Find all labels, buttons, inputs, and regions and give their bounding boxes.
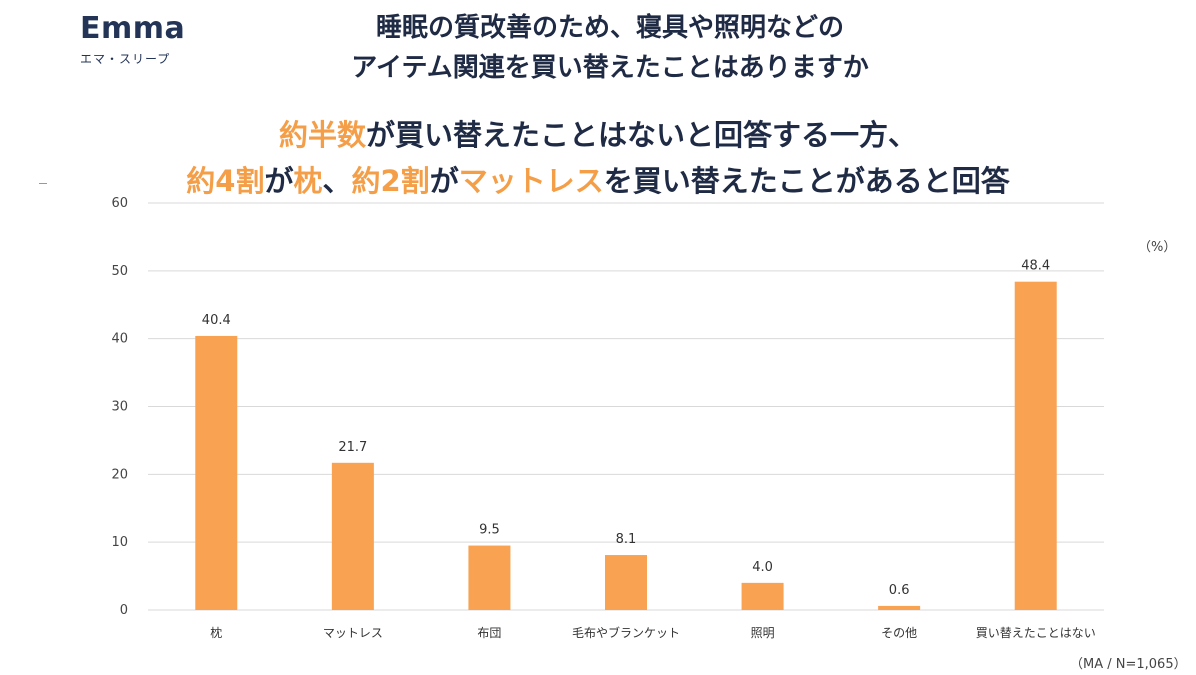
x-tick-label: 枕 (210, 625, 222, 640)
subtitle-highlight: 約半数 (278, 118, 366, 152)
y-tick-label: 20 (111, 467, 128, 482)
bar (468, 545, 511, 610)
bar (741, 582, 784, 610)
data-label: 40.4 (202, 313, 231, 328)
unit-label: （%） (1138, 240, 1177, 255)
subtitle-text: が (429, 164, 459, 198)
bar (1014, 281, 1057, 610)
data-label: 9.5 (479, 523, 500, 538)
subtitle-text: を買い替えたことがあると回答 (603, 164, 1010, 198)
data-label: 4.0 (752, 560, 773, 575)
bar (878, 605, 921, 610)
x-tick-label: 照明 (751, 626, 775, 640)
subtitle-text: が (264, 164, 294, 198)
x-tick-label: マットレス (323, 626, 383, 640)
subtitle-highlight: 約2割 (351, 164, 430, 198)
subtitle-highlight: 枕 (293, 164, 323, 198)
brand-wordmark: Emma (80, 11, 186, 46)
divider-mark (39, 183, 47, 184)
data-label: 0.6 (889, 583, 910, 598)
data-label: 8.1 (616, 532, 637, 547)
chart-subtitle-line-2: 約4割が枕、約2割がマットレスを買い替えたことがあると回答 (0, 158, 1196, 204)
subtitle-text: が買い替えたことはないと回答する一方、 (366, 118, 918, 152)
y-tick-label: 40 (111, 332, 128, 347)
y-tick-label: 50 (111, 264, 128, 279)
brand-subtitle: エマ・スリープ (80, 52, 171, 66)
x-tick-label: 布団 (477, 626, 501, 640)
chart-title-line-1: 睡眠の質改善のため、寝具や照明などの (375, 13, 844, 43)
bar (195, 335, 238, 610)
chart-subtitle: 約半数が買い替えたことはないと回答する一方、 約4割が枕、約2割がマットレスを買… (0, 112, 1196, 204)
y-tick-label: 30 (111, 400, 128, 415)
subtitle-highlight: 約4割 (186, 164, 265, 198)
subtitle-text: 、 (322, 164, 352, 198)
chart-title: 睡眠の質改善のため、寝具や照明などの アイテム関連を買い替えたことはありますか (200, 8, 1020, 88)
y-tick-label: 0 (120, 603, 128, 618)
y-tick-label: 60 (111, 196, 128, 211)
bar (331, 462, 374, 610)
chart-title-line-2: アイテム関連を買い替えたことはありますか (351, 53, 869, 83)
bar (605, 555, 647, 610)
chart-subtitle-line-1: 約半数が買い替えたことはないと回答する一方、 (0, 112, 1196, 158)
x-tick-label: その他 (881, 626, 917, 640)
brand-logo: Emma エマ・スリープ (80, 12, 200, 67)
data-label: 48.4 (1021, 259, 1050, 274)
x-tick-label: 毛布やブランケット (572, 625, 680, 640)
y-tick-label: 10 (111, 535, 128, 550)
data-label: 21.7 (338, 440, 367, 455)
subtitle-highlight: マットレス (458, 164, 604, 198)
x-tick-label: 買い替えたことはない (976, 626, 1096, 640)
bar-chart: 0 10 20 30 40 50 60 40.4 枕 21.7 マットレス 9.5 布団 8.1 毛布やブラ… (111, 196, 1104, 640)
sample-note: （MA / N=1,065） (1070, 657, 1187, 672)
